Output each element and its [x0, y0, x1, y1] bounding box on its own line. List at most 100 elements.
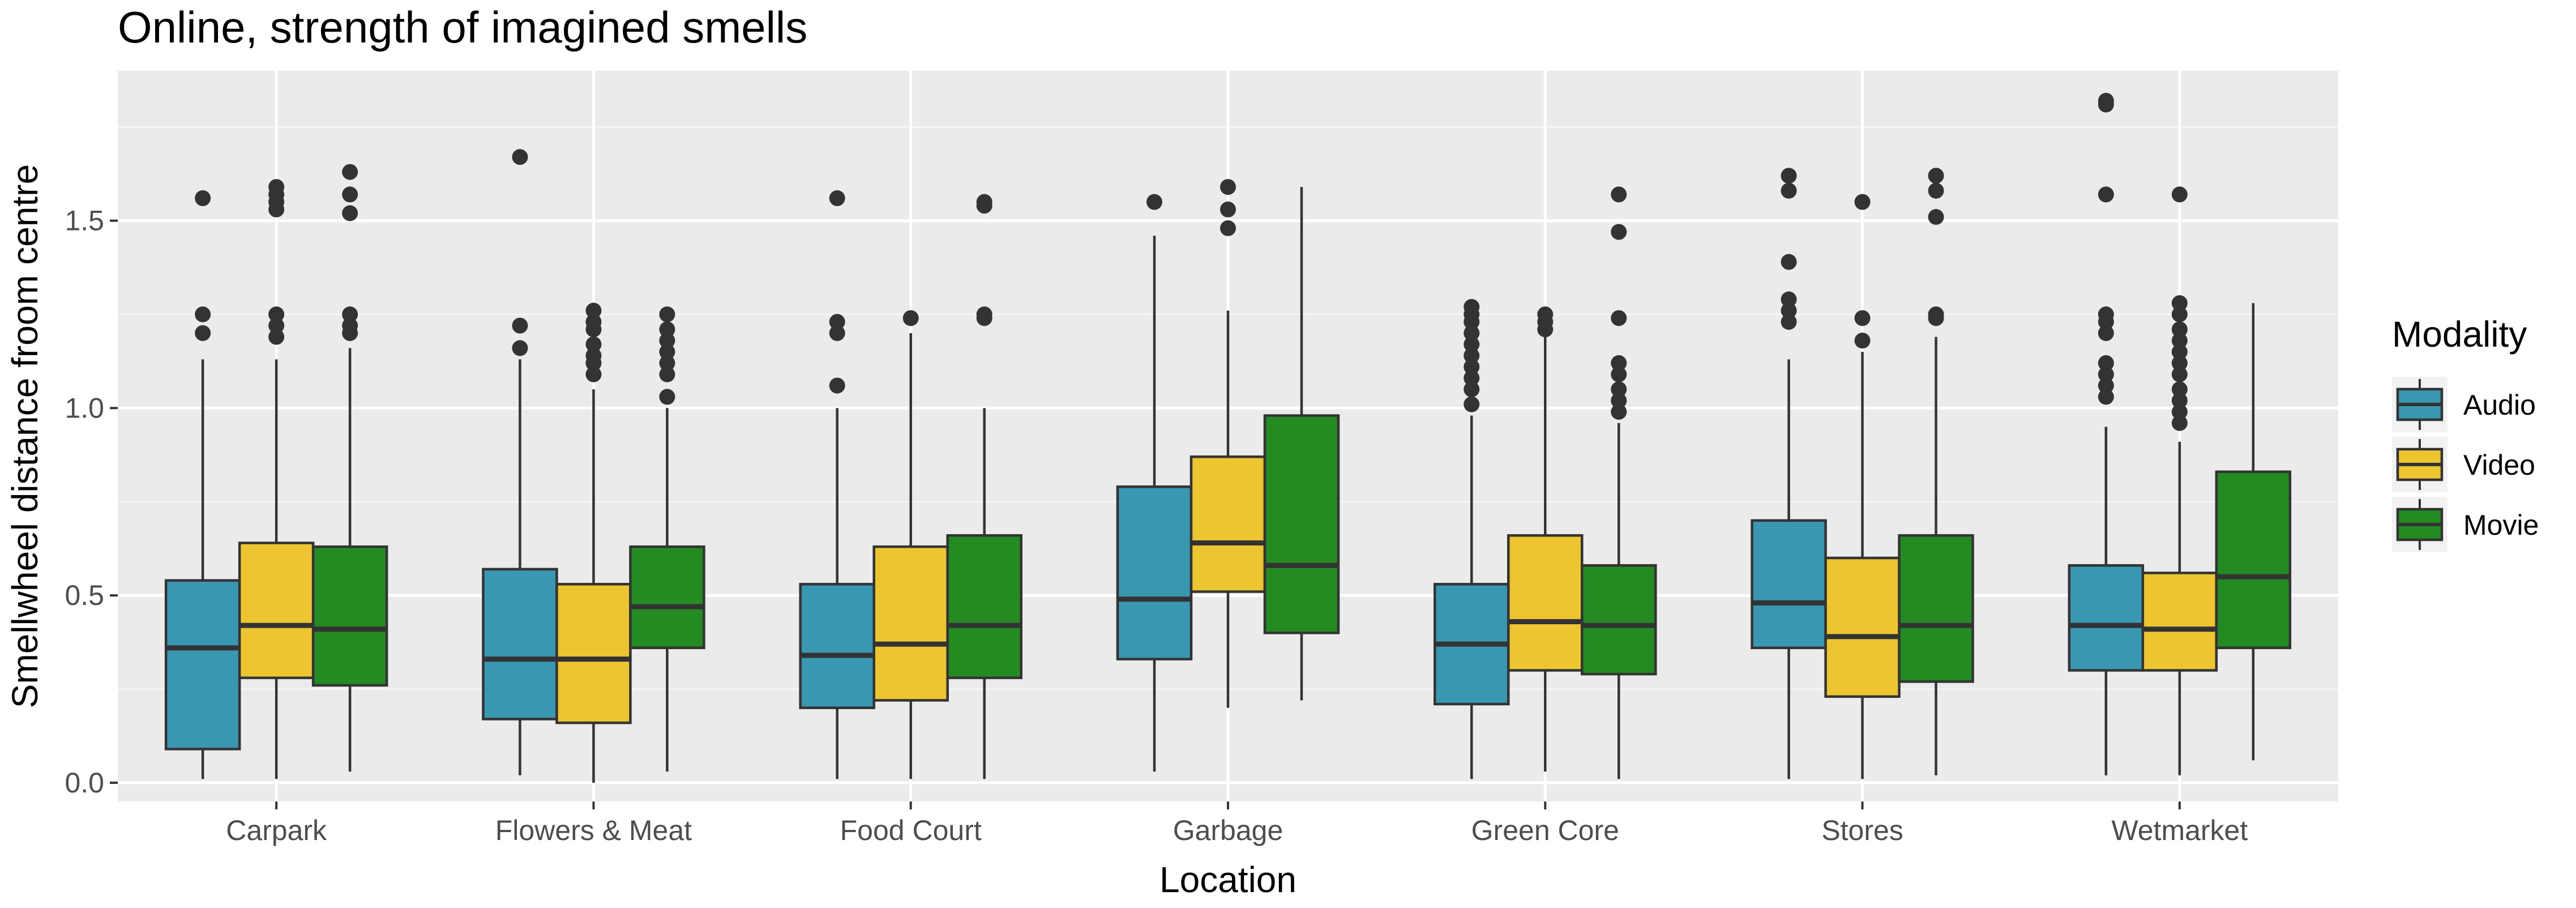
outlier-point	[1928, 182, 1944, 199]
x-tick-label: Wetmarket	[2111, 815, 2248, 846]
box-audio	[2068, 92, 2145, 775]
outlier-point	[2171, 381, 2188, 398]
outlier-point	[1220, 201, 1236, 218]
outlier-point	[2098, 92, 2114, 109]
box-iqr	[1189, 455, 1266, 593]
outlier-point	[2171, 344, 2188, 360]
outlier-point	[1464, 396, 1480, 412]
outlier-point	[1611, 393, 1627, 409]
outlier-point	[1464, 370, 1480, 386]
outlier-point	[2098, 377, 2114, 394]
outlier-point	[1854, 332, 1871, 349]
outlier-point	[1611, 381, 1627, 398]
outlier-point	[2171, 415, 2188, 431]
box-groups	[164, 92, 2292, 783]
outlier-point	[1781, 168, 1797, 184]
x-tick-label: Carpark	[226, 815, 327, 846]
box-iqr	[1898, 534, 1974, 683]
outlier-point	[659, 321, 675, 338]
x-tick-label: Stores	[1821, 815, 1903, 846]
box-video	[1189, 179, 1266, 708]
outlier-point	[1854, 310, 1871, 326]
box-iqr	[2141, 572, 2218, 672]
outlier-point	[1464, 381, 1480, 398]
outlier-point	[659, 366, 675, 382]
outlier-point	[342, 164, 358, 180]
box-iqr	[2068, 564, 2145, 672]
x-tick-label: Garbage	[1173, 815, 1283, 846]
box-video	[238, 179, 315, 779]
outlier-point	[2171, 321, 2188, 338]
outlier-point	[2171, 355, 2188, 371]
outlier-point	[659, 332, 675, 349]
legend: Modality Audio Video Movie	[2392, 314, 2539, 552]
outlier-point	[512, 340, 528, 356]
box-movie	[946, 194, 1022, 779]
box-iqr	[946, 534, 1022, 679]
outlier-point	[342, 306, 358, 322]
box-iqr	[1263, 414, 1340, 634]
box-audio	[482, 149, 558, 775]
box-audio	[799, 190, 875, 779]
y-tick-label: 1.5	[65, 205, 104, 237]
box-video	[1507, 306, 1584, 772]
outlier-point	[829, 325, 845, 342]
outlier-point	[268, 306, 285, 322]
outlier-point	[2098, 306, 2114, 322]
outlier-point	[1854, 194, 1871, 210]
outlier-point	[1611, 186, 1627, 203]
box-iqr	[1824, 556, 1901, 698]
box-movie	[1581, 186, 1657, 779]
outlier-point	[659, 355, 675, 371]
outlier-point	[1464, 325, 1480, 342]
legend-title: Modality	[2392, 314, 2527, 355]
x-tick-label: Flowers & Meat	[495, 815, 692, 846]
y-axis-label: Smellwheel distance froom centre	[5, 164, 45, 708]
outlier-point	[1611, 310, 1627, 326]
outlier-point	[2171, 404, 2188, 420]
outlier-point	[2098, 325, 2114, 342]
box-audio	[1434, 299, 1510, 779]
outlier-point	[829, 190, 845, 206]
box-iqr	[1581, 564, 1657, 676]
outlier-point	[512, 317, 528, 334]
box-iqr	[238, 542, 315, 679]
outlier-point	[1928, 168, 1944, 184]
outlier-point	[2171, 332, 2188, 349]
outlier-point	[2171, 295, 2188, 312]
outlier-point	[2098, 186, 2114, 203]
outlier-point	[829, 314, 845, 330]
box-iqr	[629, 545, 705, 650]
outlier-point	[1537, 306, 1554, 322]
outlier-point	[1464, 347, 1480, 364]
box-video	[872, 310, 949, 779]
box-video	[2141, 186, 2218, 775]
outlier-point	[1781, 302, 1797, 319]
x-tick-label: Food Court	[840, 815, 982, 846]
legend-label: Movie	[2463, 509, 2539, 541]
outlier-point	[585, 314, 602, 330]
outlier-point	[342, 186, 358, 203]
outlier-point	[268, 179, 285, 195]
outlier-point	[1220, 220, 1236, 236]
box-iqr	[164, 579, 241, 751]
x-axis: Carpark Flowers & Meat Food Court Garbage Gr…	[226, 802, 2248, 846]
outlier-point	[1781, 291, 1797, 308]
outlier-point	[829, 377, 845, 394]
outlier-point	[1611, 404, 1627, 420]
box-iqr	[482, 568, 558, 721]
outlier-point	[512, 149, 528, 165]
outlier-point	[659, 389, 675, 405]
outlier-point	[195, 325, 211, 342]
box-video	[555, 302, 632, 783]
outlier-point	[585, 302, 602, 319]
y-tick-label: 1.0	[65, 392, 104, 424]
legend-item-audio: Audio	[2392, 377, 2536, 432]
outlier-point	[2098, 389, 2114, 405]
outlier-point	[268, 329, 285, 345]
outlier-point	[1611, 355, 1627, 371]
box-iqr	[2215, 470, 2292, 650]
y-tick-label: 0.0	[65, 767, 104, 799]
outlier-point	[1781, 182, 1797, 199]
outlier-point	[659, 344, 675, 360]
